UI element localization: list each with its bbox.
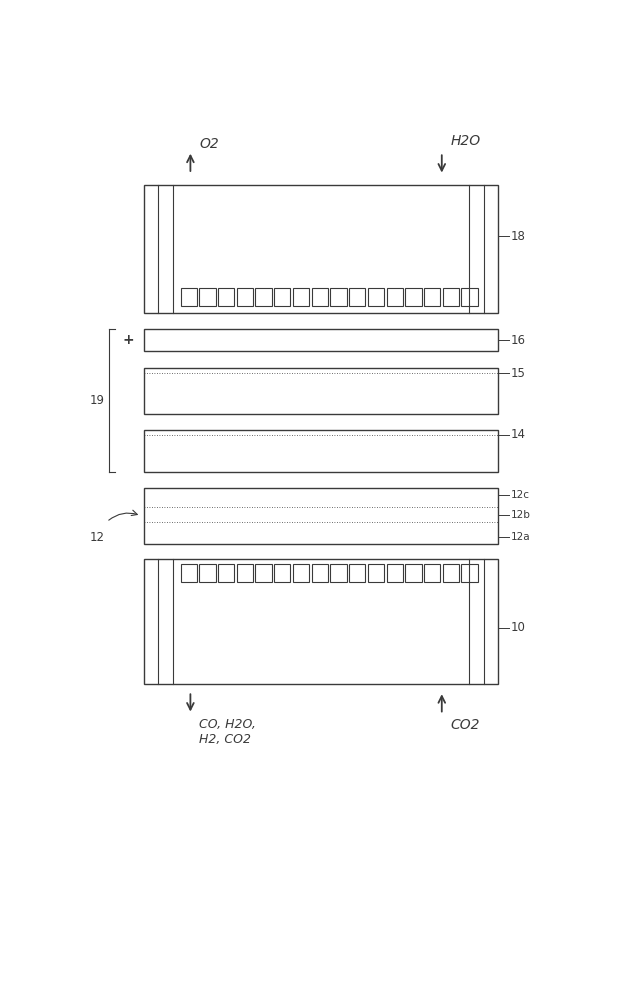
Text: 19: 19 — [90, 394, 105, 407]
Bar — [349, 564, 365, 582]
Text: 12c: 12c — [511, 490, 530, 500]
Bar — [312, 564, 328, 582]
Bar — [144, 488, 499, 544]
Bar — [144, 559, 499, 684]
Bar — [144, 329, 499, 351]
Bar — [330, 288, 347, 306]
Bar — [330, 564, 347, 582]
Bar — [144, 185, 499, 312]
Bar — [256, 288, 272, 306]
Bar — [218, 288, 234, 306]
Bar — [218, 564, 234, 582]
Bar — [312, 288, 328, 306]
Text: 16: 16 — [511, 334, 526, 347]
Bar — [237, 564, 253, 582]
Text: +: + — [123, 333, 135, 347]
Text: H2O: H2O — [451, 134, 481, 148]
Bar — [144, 368, 499, 414]
Bar — [443, 288, 459, 306]
Bar — [199, 564, 216, 582]
Bar — [199, 288, 216, 306]
Bar — [274, 288, 291, 306]
Text: CO2: CO2 — [451, 718, 480, 732]
Bar — [424, 564, 440, 582]
Text: O2: O2 — [199, 137, 219, 151]
Bar — [181, 564, 197, 582]
Bar — [349, 288, 365, 306]
Bar — [144, 430, 499, 472]
Bar — [181, 288, 197, 306]
Text: 12b: 12b — [511, 510, 530, 520]
Bar — [368, 564, 384, 582]
Bar — [368, 288, 384, 306]
Text: 18: 18 — [511, 230, 526, 243]
Bar — [405, 288, 422, 306]
Text: 15: 15 — [511, 367, 526, 380]
Bar — [237, 288, 253, 306]
Bar — [405, 564, 422, 582]
Bar — [462, 564, 478, 582]
Bar — [424, 288, 440, 306]
Bar — [462, 288, 478, 306]
Bar — [293, 564, 309, 582]
Text: CO, H2O,
H2, CO2: CO, H2O, H2, CO2 — [199, 718, 256, 746]
Bar — [293, 288, 309, 306]
Bar — [443, 564, 459, 582]
Bar — [387, 288, 403, 306]
Bar — [274, 564, 291, 582]
Bar — [387, 564, 403, 582]
Text: 12: 12 — [89, 531, 104, 544]
Bar — [256, 564, 272, 582]
Text: 12a: 12a — [511, 532, 530, 542]
Text: 14: 14 — [511, 428, 526, 441]
Text: 10: 10 — [511, 621, 526, 634]
